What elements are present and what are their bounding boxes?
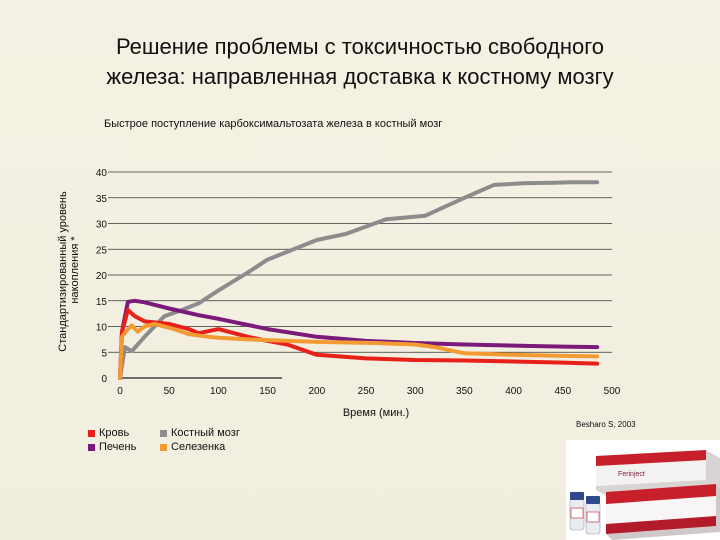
slide-title-line-2: железа: направленная доставка к костному… [106, 64, 614, 89]
series-line-Кровь [118, 308, 600, 380]
x-tick-label: 50 [164, 386, 176, 397]
y-axis-label-line-2: накопления * [69, 236, 81, 304]
y-tick-label: 30 [96, 220, 108, 231]
x-tick-label: 400 [505, 386, 522, 397]
legend-item: Печень [88, 440, 136, 454]
legend-label: Селезенка [171, 441, 226, 453]
x-tick-label: 0 [117, 386, 123, 397]
x-tick-label: 350 [456, 386, 473, 397]
series-line-Селезенка [118, 321, 600, 380]
slide-title-line-1: Решение проблемы с токсичностью свободно… [115, 34, 605, 59]
series-layer [118, 180, 600, 380]
y-tick-label: 25 [96, 245, 108, 256]
x-tick-label: 150 [259, 386, 276, 397]
y-axis-label: Стандартизированный уровень накопления * [57, 188, 81, 351]
legend-swatch [88, 429, 95, 437]
product-image: Ferinject [566, 440, 720, 540]
legend-label: Костный мозг [171, 427, 240, 439]
x-tick-label: 200 [308, 386, 325, 397]
chart-title: Быстрое поступление карбоксимальтозата ж… [104, 118, 443, 130]
x-axis-label: Время (мин.) [343, 407, 409, 419]
x-tick-label: 300 [407, 386, 424, 397]
legend-swatch [88, 443, 95, 451]
grid-layer [108, 171, 612, 353]
slide-title: Решение проблемы с токсичностью свободно… [60, 32, 660, 92]
product-logo-text: Ferinject [618, 471, 645, 478]
product-boxes-picture: Ferinject [569, 450, 720, 540]
y-axis-label-line-1: Стандартизированный уровень [57, 191, 69, 352]
series-line-Печень [118, 298, 600, 380]
legend-swatch [160, 429, 167, 437]
legend-item: Кровь [88, 426, 136, 440]
legend-column-right: Костный мозг Селезенка [160, 426, 240, 454]
series-line-Костный мозг [118, 180, 600, 380]
x-tick-label: 500 [604, 386, 621, 397]
x-tick-label: 100 [210, 386, 227, 397]
source-note: Besharo S, 2003 [576, 420, 636, 429]
y-tick-label: 15 [96, 297, 108, 308]
y-tick-label: 35 [96, 194, 108, 205]
legend-label: Кровь [99, 427, 130, 439]
legend-label: Печень [99, 441, 137, 453]
legend-item: Костный мозг [160, 426, 240, 440]
x-tick-label: 450 [554, 386, 571, 397]
y-tick-label: 40 [96, 168, 108, 179]
legend-swatch [160, 443, 167, 451]
x-tick-label: 250 [358, 386, 375, 397]
y-tick-label: 20 [96, 271, 108, 282]
y-tick-label: 10 [96, 323, 108, 334]
legend-column-left: Кровь Печень [88, 426, 136, 454]
y-tick-label: 0 [101, 374, 107, 385]
y-tick-label: 5 [101, 348, 107, 359]
legend-item: Селезенка [160, 440, 240, 454]
